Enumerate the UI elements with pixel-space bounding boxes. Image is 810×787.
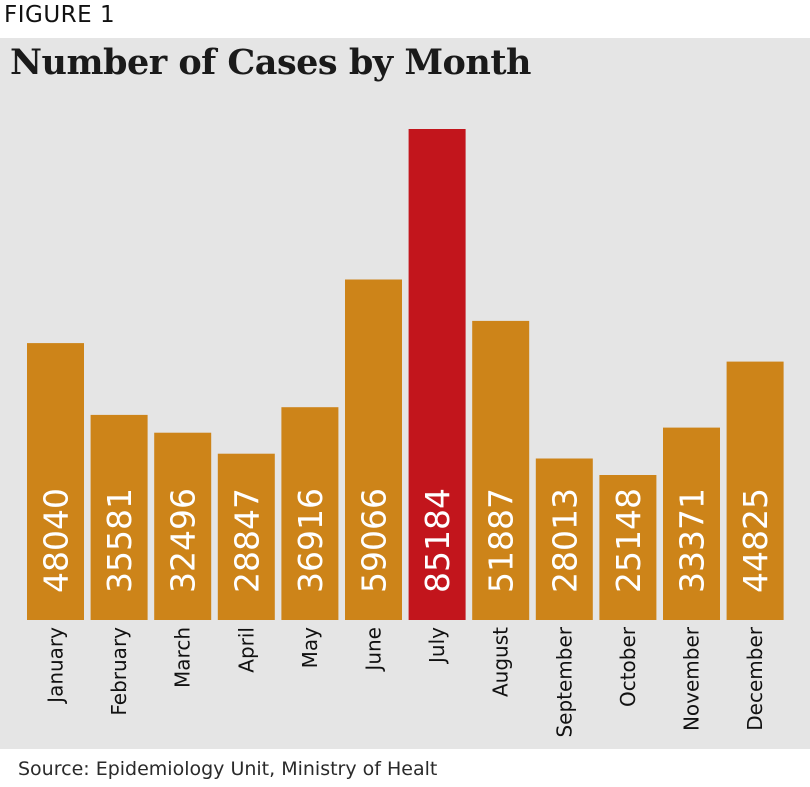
value-label-august: 51887: [482, 488, 521, 593]
value-label-january: 48040: [37, 488, 76, 593]
value-label-march: 32496: [164, 488, 203, 593]
category-labels-layer: January February March April May June July Augu…: [44, 626, 768, 737]
bar-december: [726, 361, 784, 620]
value-label-october: 25148: [609, 488, 648, 593]
value-label-september: 28013: [545, 488, 584, 593]
chart-title: Number of Cases by Month: [10, 42, 531, 83]
bar-august: [472, 320, 530, 620]
bar-september: [535, 458, 593, 620]
bar-april: [217, 453, 275, 620]
value-label-july: 85184: [418, 488, 457, 593]
category-label-april: April: [234, 627, 258, 673]
bars-layer: [27, 129, 784, 620]
value-label-november: 33371: [673, 488, 712, 593]
category-label-august: August: [489, 627, 513, 697]
figure-label: FIGURE 1: [4, 2, 116, 28]
value-label-april: 28847: [227, 488, 266, 593]
chart-panel: [0, 38, 810, 749]
bar-july: [408, 129, 466, 620]
category-label-march: March: [171, 627, 195, 688]
bar-june: [345, 279, 402, 620]
bar-february: [90, 414, 148, 620]
category-label-july: July: [425, 627, 449, 665]
bar-january: [27, 343, 84, 620]
category-label-november: November: [680, 626, 704, 731]
category-label-may: May: [298, 627, 322, 669]
bar-october: [599, 475, 657, 620]
category-label-january: January: [44, 627, 68, 705]
category-label-october: October: [616, 626, 640, 707]
value-label-may: 36916: [291, 488, 330, 593]
bar-chart: 48040 35581 32496 28847 36916 59066 85184 51887…: [27, 129, 784, 738]
bar-may: [281, 407, 339, 620]
source-note: Source: Epidemiology Unit, Ministry of H…: [18, 758, 438, 780]
value-label-june: 59066: [355, 488, 394, 593]
category-label-september: September: [552, 626, 576, 737]
value-label-february: 35581: [100, 488, 139, 593]
bar-november: [663, 427, 720, 620]
bar-march: [154, 432, 212, 620]
category-label-june: June: [362, 627, 386, 673]
value-label-december: 44825: [736, 488, 775, 593]
category-label-february: February: [107, 627, 131, 716]
category-label-december: December: [743, 626, 767, 730]
value-labels-layer: 48040 35581 32496 28847 36916 59066 85184 51887…: [37, 488, 776, 593]
